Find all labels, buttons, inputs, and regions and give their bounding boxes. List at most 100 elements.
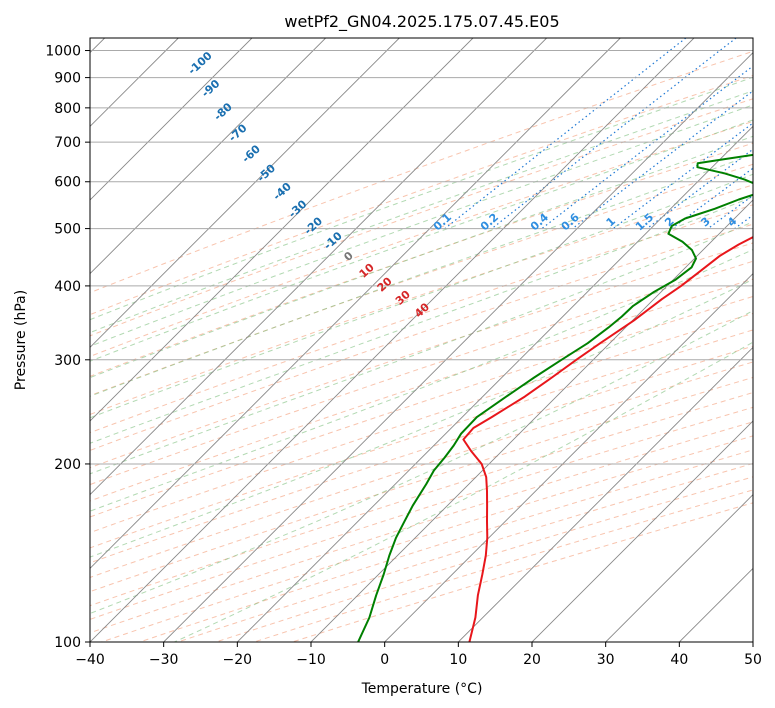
mixing-ratio-label: 6 [764,214,775,229]
dry-adiabat-label: -100 [186,49,215,77]
dry-adiabat [90,295,753,518]
y-axis-label: Pressure (hPa) [13,290,29,390]
mixing-ratio-label: 0.1 [431,211,454,234]
isotherm [90,38,326,275]
y-tick-label: 300 [54,353,81,369]
mixing-ratio-label: 1.5 [633,211,656,234]
moist-adiabat [90,248,753,512]
isotherm [310,199,753,642]
y-tick-label: 600 [54,175,81,191]
mixing-ratio-label: 0.4 [528,210,551,233]
x-tick-label: 10 [449,652,467,668]
dry-adiabat-label: -50 [255,161,279,184]
dry-adiabat [90,50,753,294]
y-tick-label: 400 [54,279,81,295]
chart-title: wetPf2_GN04.2025.175.07.45.E05 [284,12,559,32]
moist-adiabat [90,104,753,347]
moist-adiabat [90,90,753,334]
dewpoint-line [357,153,753,642]
dry-adiabat [177,462,753,642]
dry-adiabat [90,223,753,451]
isotherm [531,420,753,642]
y-tick-label: 700 [54,135,81,151]
mixing-ratio-line [707,194,753,230]
dry-adiabat-label: -90 [199,77,223,100]
dry-adiabat [90,312,753,534]
dry-adiabat [90,204,753,434]
isotherm [90,38,400,348]
isotherm [163,52,753,642]
dry-adiabat-label: 30 [393,288,413,308]
dry-adiabat-label: 20 [375,274,395,294]
y-tick-label: 900 [54,71,81,87]
dry-adiabat-label: -40 [271,180,295,203]
x-tick-label: −30 [149,652,179,668]
isotherm [384,273,753,642]
moist-adiabat [90,76,753,321]
y-tick-label: 1000 [45,44,81,60]
isotherm [90,38,547,496]
dry-adiabat-label: -10 [321,229,345,252]
moist-adiabat [90,221,753,475]
dry-adiabat-label: -70 [226,121,250,144]
isotherm [458,346,753,642]
mixing-ratio-line [734,214,753,230]
x-tick-label: 50 [744,652,762,668]
moist-adiabat [90,135,753,379]
dry-adiabat [90,361,753,578]
dry-adiabat [90,376,753,593]
x-tick-label: −40 [75,652,105,668]
moist-adiabat [90,310,753,615]
dry-adiabat [90,329,753,549]
dry-adiabat-label: -20 [302,214,326,237]
x-tick-label: 40 [670,652,688,668]
dry-adiabat-label: -60 [240,142,264,165]
dry-adiabat-label: -30 [286,197,310,220]
mixing-ratio-line [671,167,753,230]
isotherm [90,38,621,569]
isotherm [679,567,753,642]
plot-frame [89,37,754,643]
dry-adiabat [90,406,753,620]
dry-adiabat [254,489,753,642]
temperature-line [462,235,753,642]
isotherm [605,494,753,642]
moist-adiabat [90,119,753,362]
dry-adiabat [215,476,753,642]
dry-adiabat-label: 0 [341,249,356,264]
mixing-ratio-label: 2 [662,215,676,230]
background-lines [90,38,753,642]
mixing-ratio-line [646,148,753,230]
moist-adiabat [90,173,753,419]
isotherm [237,125,753,642]
isotherm [752,641,753,642]
mixing-ratio-line [444,38,687,230]
dry-adiabat [101,435,753,642]
dry-adiabat [90,184,753,415]
dry-adiabat [90,345,753,564]
x-tick-label: 30 [597,652,615,668]
dry-adiabat-label: -80 [211,100,235,123]
y-axis: 100 200 300 400 500 600 700 800 900 1000 [45,44,90,651]
grid-lines [90,38,753,642]
dry-adiabat [90,242,753,469]
x-tick-label: −20 [223,652,253,668]
y-tick-label: 800 [54,101,81,117]
moist-adiabat [90,153,753,397]
x-axis-label: Temperature (°C) [361,681,483,697]
x-tick-label: −10 [296,652,326,668]
x-tick-label: 20 [523,652,541,668]
dry-adiabat [90,142,753,377]
dry-adiabat [90,260,753,486]
x-tick-label: 0 [380,652,389,668]
moist-adiabat [90,278,753,558]
dry-adiabat [90,278,753,502]
mixing-ratio-label: 0.2 [478,211,501,234]
dry-adiabat [90,74,753,316]
dry-adiabat [292,502,753,642]
dry-adiabat [90,392,753,607]
dry-adiabat-label: 10 [357,261,377,281]
dry-adiabat [90,120,753,357]
mixing-ratio-label: 4 [725,214,740,229]
